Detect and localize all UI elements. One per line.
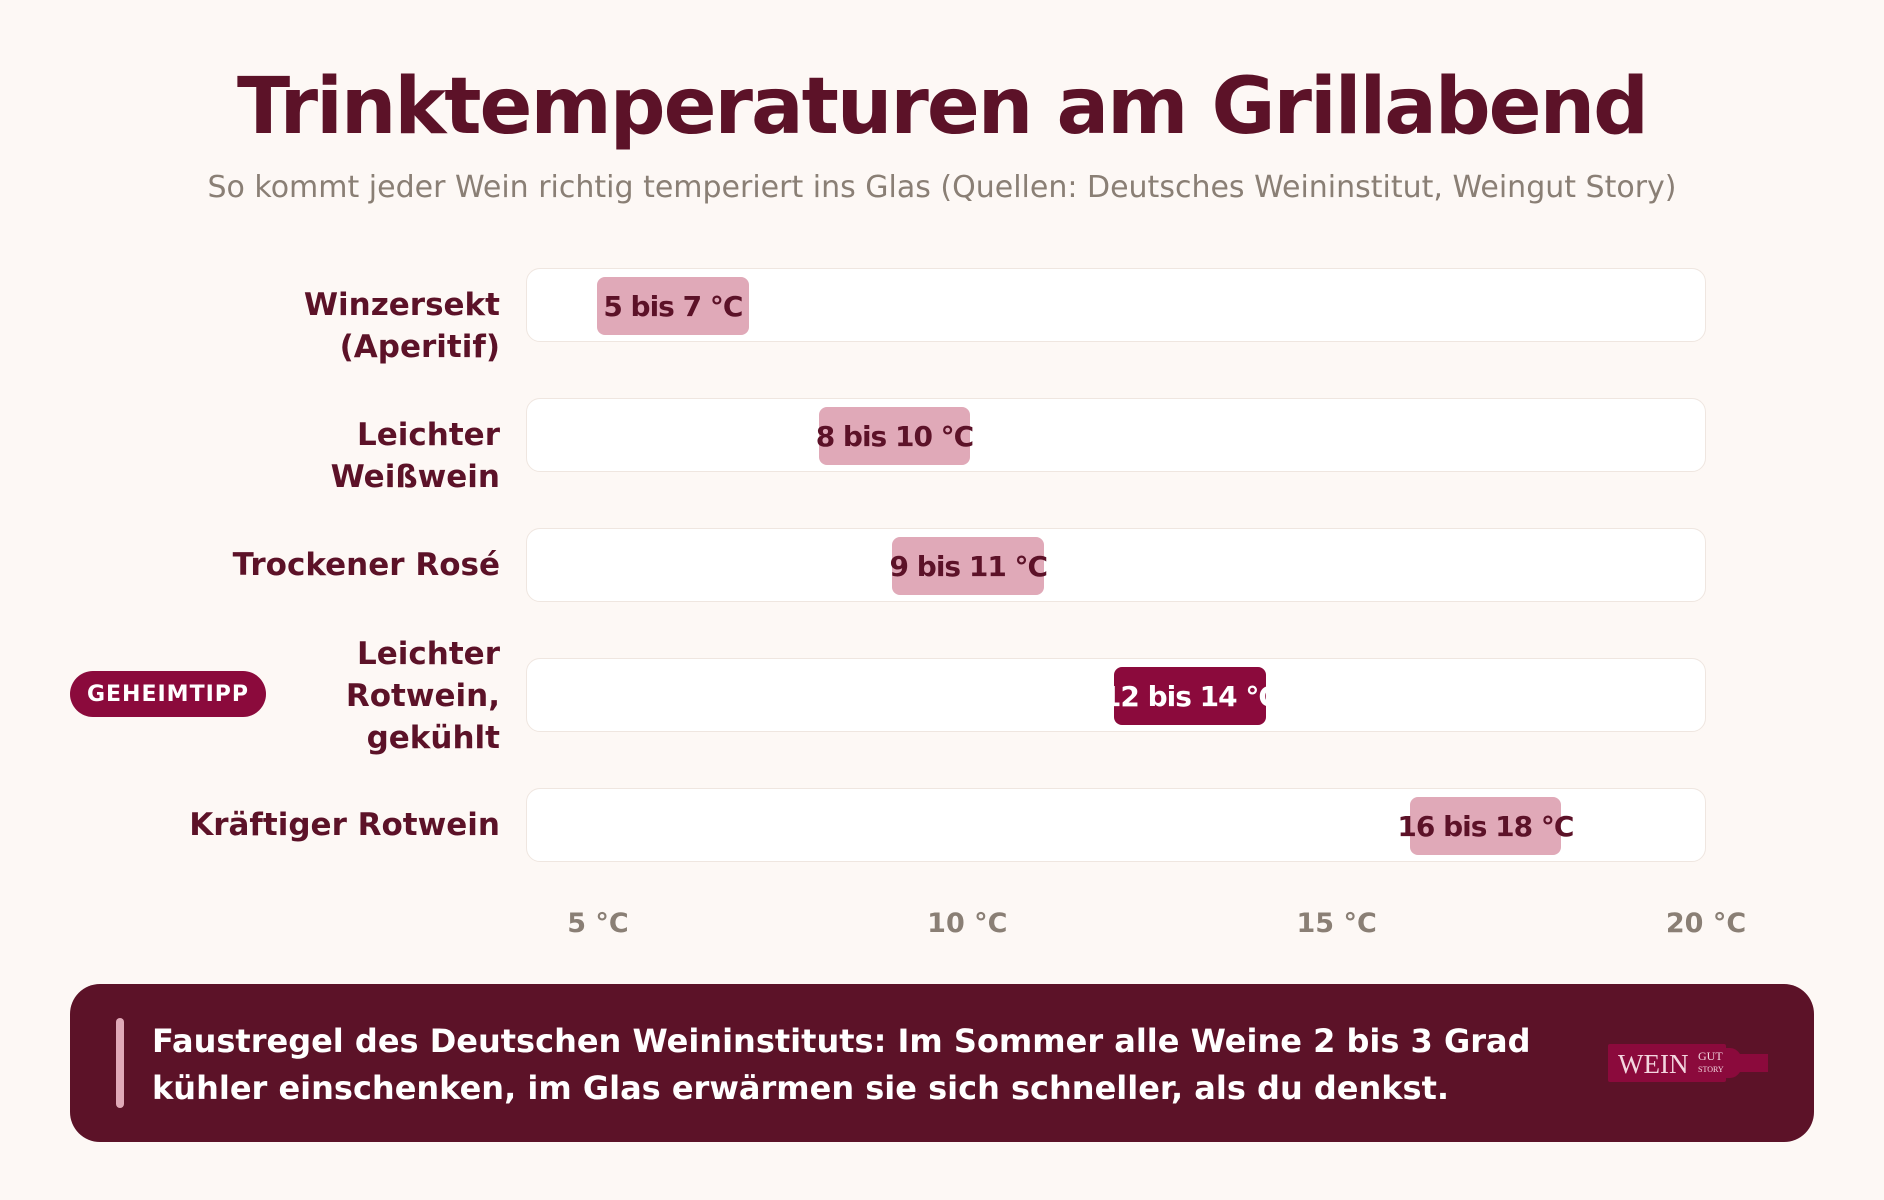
- logo-main-text: WEIN: [1618, 1049, 1688, 1079]
- row-label: Leichter Rotwein, gekühlt: [345, 636, 500, 756]
- logo-bottom-text: STORY: [1698, 1065, 1724, 1074]
- chart-subtitle: So kommt jeder Wein richtig temperiert i…: [207, 170, 1677, 205]
- tip-note-box: Faustregel des Deutschen Weininstituts: …: [70, 984, 1814, 1142]
- x-tick-label: 15 °C: [1296, 908, 1377, 939]
- row-track: 8 bis 10 °C: [526, 398, 1706, 472]
- row-track: 9 bis 11 °C: [526, 528, 1706, 602]
- x-tick-label: 20 °C: [1665, 908, 1747, 939]
- x-tick-label: 10 °C: [927, 908, 1008, 939]
- logo-top-text: GUT: [1698, 1049, 1723, 1063]
- row-track: 12 bis 14 °C: [526, 658, 1706, 732]
- range-bar: 12 bis 14 °C: [1102, 667, 1279, 725]
- chart-title: Trinktemperaturen am Grillabend: [237, 62, 1649, 152]
- row-label: Leichter Weißwein: [330, 417, 500, 495]
- x-tick-label: 5 °C: [567, 908, 629, 939]
- row-track: 16 bis 18 °C: [526, 788, 1706, 862]
- row-label: Kräftiger Rotwein: [189, 807, 500, 843]
- note-text: Faustregel des Deutschen Weininstituts: …: [152, 1022, 1531, 1107]
- range-bar: 16 bis 18 °C: [1397, 797, 1574, 855]
- row-label: Trockener Rosé: [232, 547, 500, 583]
- range-bar: 9 bis 11 °C: [890, 537, 1048, 595]
- row-track: 5 bis 7 °C: [526, 268, 1706, 342]
- note-accent-bar: [116, 1018, 124, 1108]
- row-label: Winzersekt (Aperitif): [303, 287, 500, 365]
- range-bar: 5 bis 7 °C: [597, 277, 749, 335]
- weingut-story-logo: WEIN GUT STORY: [1608, 1044, 1768, 1082]
- geheimtipp-badge: GEHEIMTIPP: [70, 671, 266, 717]
- range-bar: 8 bis 10 °C: [816, 407, 974, 465]
